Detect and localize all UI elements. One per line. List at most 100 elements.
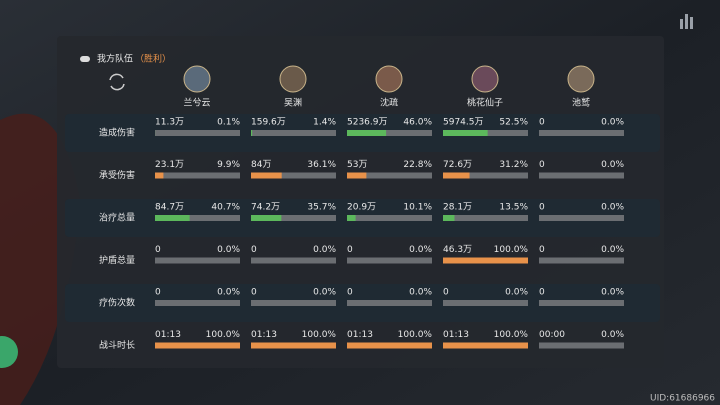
cell-value: 84.7万	[155, 203, 184, 213]
row-label: 承受伤害	[99, 169, 135, 181]
player-name: 吴渊	[284, 98, 302, 109]
bar-track	[539, 215, 624, 221]
cell-share: 36.1%	[307, 160, 336, 170]
player-name: 桃花仙子	[467, 97, 503, 109]
cell-share: 0.0%	[505, 288, 528, 298]
bar	[443, 215, 455, 221]
cell-value: 53万	[347, 160, 367, 170]
cell-share: 10.1%	[403, 203, 432, 213]
cell-share: 1.4%	[313, 118, 336, 128]
cell-share: 0.0%	[601, 245, 624, 255]
bar-track	[347, 300, 432, 306]
cell-share: 0.0%	[601, 288, 624, 298]
bar-track	[347, 257, 432, 264]
cell-share: 0.0%	[409, 288, 432, 298]
bar-track	[251, 215, 336, 221]
bar-track	[347, 172, 432, 179]
side-button[interactable]	[0, 336, 18, 368]
avatar	[567, 65, 595, 93]
bar	[251, 130, 253, 136]
cell-value: 46.3万	[443, 245, 472, 255]
cell-share: 46.0%	[403, 118, 432, 128]
cell-value: 01:13	[347, 330, 373, 340]
row-label: 战斗时长	[99, 339, 135, 351]
cell-value: 01:13	[443, 330, 469, 340]
cell-value: 28.1万	[443, 203, 472, 213]
cell-share: 100.0%	[206, 330, 241, 340]
player-name: 兰兮云	[183, 97, 210, 109]
cell-value: 01:13	[251, 330, 277, 340]
cell-share: 52.5%	[499, 118, 528, 128]
result: （胜利）	[135, 53, 171, 65]
bar-track	[539, 342, 624, 349]
bar-track	[443, 215, 528, 221]
bar-track	[539, 257, 624, 264]
row-label: 治疗总量	[99, 212, 135, 224]
bar	[251, 342, 336, 349]
row-label: 疗伤次数	[99, 297, 135, 309]
cell-share: 0.0%	[601, 203, 624, 213]
cell-value: 0	[251, 288, 257, 298]
bar-track	[443, 172, 528, 179]
cell-value: 01:13	[155, 330, 181, 340]
bar-track	[155, 172, 240, 179]
stats-icon[interactable]	[680, 14, 693, 29]
cell-share: 0.0%	[601, 160, 624, 170]
cell-share: 31.2%	[499, 160, 528, 170]
bar-track	[251, 172, 336, 179]
player-name: 沈疏	[380, 97, 398, 109]
bar	[251, 215, 282, 221]
bar-track	[347, 215, 432, 221]
cell-share: 0.0%	[601, 330, 624, 340]
cell-value: 0	[539, 245, 545, 255]
bar-track	[155, 257, 240, 264]
cell-value: 0	[251, 245, 257, 255]
cell-value: 00:00	[539, 330, 565, 340]
bar-track	[539, 172, 624, 179]
bar-track	[347, 130, 432, 136]
cell-value: 159.6万	[251, 118, 286, 128]
bar	[443, 172, 470, 179]
cell-value: 72.6万	[443, 160, 472, 170]
cell-value: 0	[347, 288, 353, 298]
swap-icon[interactable]	[109, 73, 125, 91]
bar-track	[155, 300, 240, 306]
avatar	[375, 65, 403, 93]
cell-value: 0	[155, 288, 161, 298]
cell-share: 40.7%	[211, 203, 240, 213]
bar-track	[251, 257, 336, 264]
cell-share: 100.0%	[494, 245, 529, 255]
cell-value: 74.2万	[251, 203, 280, 213]
bar-track	[539, 130, 624, 136]
bar-track	[539, 300, 624, 306]
bar	[347, 130, 387, 136]
bar	[155, 172, 164, 179]
cell-value: 0	[443, 288, 449, 298]
bar	[347, 342, 432, 349]
player-name: 池鹫	[572, 97, 590, 109]
avatar	[183, 65, 211, 93]
cell-share: 0.0%	[409, 245, 432, 255]
cell-share: 0.0%	[217, 245, 240, 255]
cell-value: 20.9万	[347, 203, 376, 213]
cell-share: 22.8%	[403, 160, 432, 170]
bar	[251, 172, 282, 179]
bar-track	[155, 130, 240, 136]
cell-value: 23.1万	[155, 160, 184, 170]
cell-share: 9.9%	[217, 160, 240, 170]
cell-share: 13.5%	[499, 203, 528, 213]
bar	[347, 172, 367, 179]
cell-share: 35.7%	[307, 203, 336, 213]
cell-value: 0	[347, 245, 353, 255]
toggle[interactable]	[80, 56, 90, 62]
cell-value: 0	[539, 288, 545, 298]
cell-share: 0.0%	[313, 288, 336, 298]
bar-track	[155, 215, 240, 221]
cell-share: 100.0%	[302, 330, 337, 340]
avatar	[279, 65, 307, 93]
bar	[347, 215, 356, 221]
bar	[443, 342, 528, 349]
bar	[443, 257, 528, 264]
cell-share: 0.0%	[601, 118, 624, 128]
